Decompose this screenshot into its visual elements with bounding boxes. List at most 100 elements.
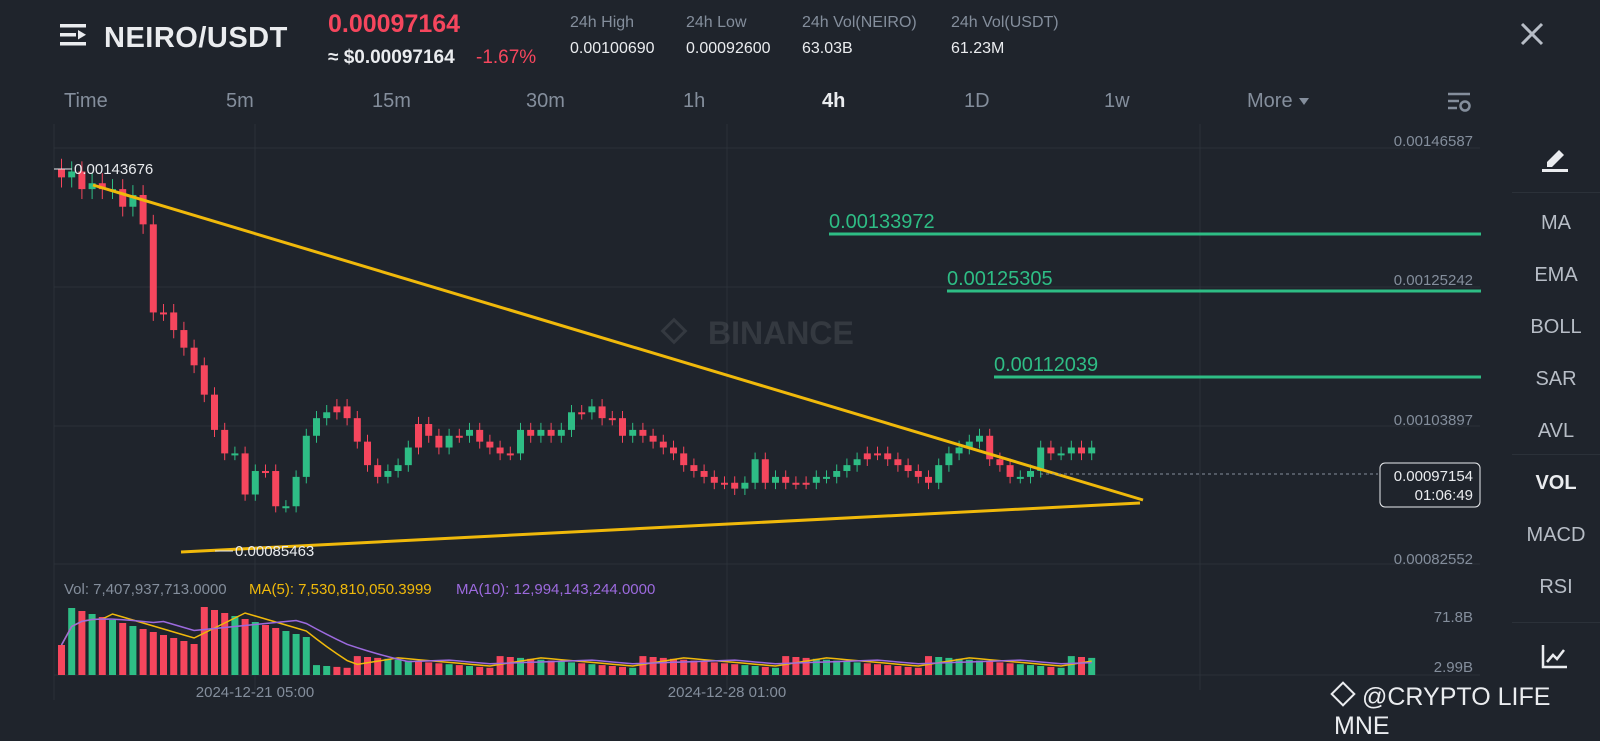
candle[interactable]	[904, 465, 912, 472]
candle[interactable]	[476, 429, 484, 442]
candle[interactable]	[353, 418, 361, 442]
menu-icon[interactable]	[58, 20, 88, 50]
candle[interactable]	[170, 312, 178, 331]
candle[interactable]	[211, 394, 218, 430]
close-icon[interactable]	[1516, 18, 1548, 50]
candle[interactable]	[394, 465, 402, 472]
candle[interactable]	[741, 482, 749, 489]
candle[interactable]	[1006, 465, 1014, 477]
candle[interactable]	[690, 465, 698, 472]
candle[interactable]	[1037, 447, 1045, 472]
pair-title[interactable]: NEIRO/USDT	[104, 22, 288, 54]
candle[interactable]	[272, 471, 280, 507]
tab-1h[interactable]: 1h	[683, 90, 706, 112]
candle[interactable]	[782, 476, 790, 483]
candle[interactable]	[129, 194, 137, 207]
candle[interactable]	[843, 465, 851, 472]
candle[interactable]	[139, 194, 147, 225]
candle[interactable]	[445, 435, 453, 448]
candle[interactable]	[251, 471, 259, 495]
indicator-vol[interactable]: VOL	[1535, 472, 1577, 494]
candle[interactable]	[670, 447, 677, 454]
candle[interactable]	[68, 171, 76, 178]
tab-5m[interactable]: 5m	[226, 90, 254, 112]
draw-tool-icon[interactable]	[1540, 145, 1570, 173]
candle[interactable]	[323, 412, 331, 419]
candle[interactable]	[1057, 453, 1065, 456]
candle[interactable]	[415, 424, 422, 448]
candle[interactable]	[1027, 471, 1034, 477]
candle[interactable]	[608, 418, 616, 421]
candlestick-chart[interactable]: BINANCE 0.00133972 0.00125305 0.00112039…	[0, 120, 1490, 720]
candle[interactable]	[894, 459, 902, 466]
candle[interactable]	[1047, 447, 1055, 454]
candle[interactable]	[802, 482, 810, 485]
tab-30m[interactable]: 30m	[526, 90, 565, 112]
candle[interactable]	[659, 441, 667, 448]
tab-4h[interactable]: 4h	[822, 90, 846, 112]
candle[interactable]	[88, 183, 96, 190]
candle[interactable]	[731, 482, 739, 489]
candle[interactable]	[547, 429, 555, 436]
candle[interactable]	[455, 435, 463, 438]
candle[interactable]	[1067, 447, 1075, 454]
candle[interactable]	[119, 189, 127, 207]
candle[interactable]	[588, 406, 596, 413]
candle[interactable]	[945, 453, 953, 466]
candle[interactable]	[149, 224, 157, 313]
candle[interactable]	[1078, 447, 1085, 454]
chart-settings-icon[interactable]	[1445, 88, 1473, 116]
candle[interactable]	[884, 453, 892, 460]
candle[interactable]	[874, 453, 881, 456]
candle[interactable]	[955, 447, 963, 454]
candle[interactable]	[374, 465, 382, 477]
candle[interactable]	[761, 459, 769, 483]
candle[interactable]	[180, 330, 188, 348]
candle[interactable]	[863, 453, 871, 460]
indicator-sar[interactable]: SAR	[1535, 368, 1577, 390]
candle[interactable]	[302, 435, 310, 477]
candle[interactable]	[58, 168, 65, 178]
candle[interactable]	[812, 476, 820, 483]
candle[interactable]	[404, 447, 412, 466]
chart-area[interactable]: BINANCE 0.00133972 0.00125305 0.00112039…	[0, 120, 1490, 720]
chart-type-icon[interactable]	[1540, 642, 1570, 670]
candle[interactable]	[751, 459, 759, 483]
candle[interactable]	[598, 406, 606, 419]
candle[interactable]	[292, 476, 300, 507]
tab-15m[interactable]: 15m	[372, 90, 411, 112]
candle[interactable]	[721, 482, 728, 485]
candle[interactable]	[619, 418, 626, 436]
candle[interactable]	[925, 476, 932, 483]
candle[interactable]	[221, 429, 229, 454]
candle[interactable]	[1016, 476, 1024, 479]
candle[interactable]	[435, 435, 443, 448]
candle[interactable]	[772, 476, 779, 483]
resistance-trendline[interactable]	[92, 183, 1144, 502]
candle[interactable]	[914, 471, 922, 477]
tab-1d[interactable]: 1D	[964, 90, 990, 112]
candle[interactable]	[996, 459, 1004, 466]
candle[interactable]	[190, 347, 198, 366]
candle[interactable]	[639, 429, 647, 436]
candle[interactable]	[710, 476, 718, 483]
candle[interactable]	[557, 429, 565, 436]
indicator-ema[interactable]: EMA	[1534, 264, 1578, 286]
candle[interactable]	[78, 171, 86, 190]
candle[interactable]	[578, 412, 586, 415]
candle[interactable]	[1088, 447, 1096, 454]
candle[interactable]	[537, 429, 545, 436]
candle[interactable]	[527, 429, 535, 436]
candle[interactable]	[282, 506, 290, 509]
candle[interactable]	[466, 429, 473, 436]
candle[interactable]	[364, 441, 371, 466]
candle[interactable]	[792, 482, 800, 485]
support-trendline[interactable]	[180, 501, 1141, 554]
indicator-boll[interactable]: BOLL	[1530, 316, 1582, 338]
candle[interactable]	[384, 471, 392, 477]
candle[interactable]	[823, 476, 830, 479]
candle[interactable]	[343, 406, 351, 419]
candle[interactable]	[700, 471, 708, 477]
candle[interactable]	[241, 453, 249, 495]
indicator-macd[interactable]: MACD	[1526, 524, 1586, 546]
